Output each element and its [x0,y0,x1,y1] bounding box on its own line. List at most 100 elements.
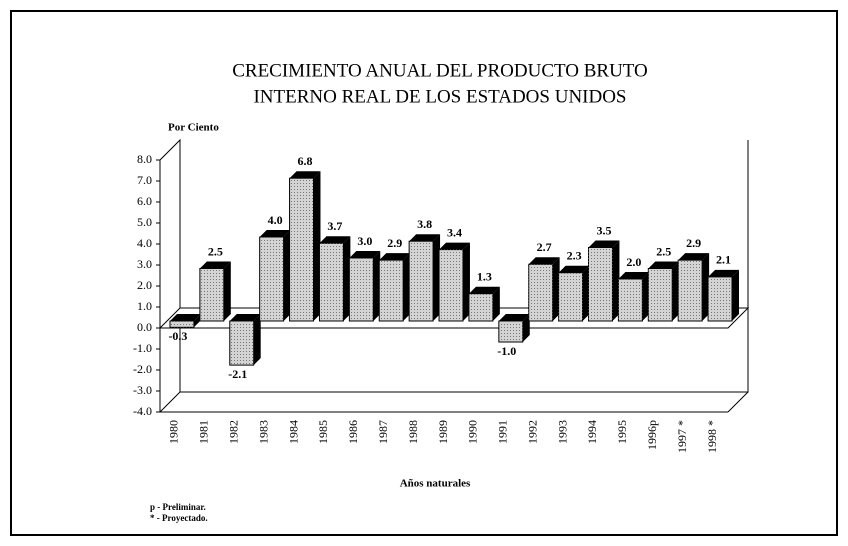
bar-top [708,269,740,277]
data-label: 3.0 [357,234,372,248]
bar [229,314,261,366]
x-axis-label: Años naturales [400,478,471,490]
x-tick-label: 1993 [555,420,569,444]
data-label: 2.9 [387,236,402,250]
data-label: 2.9 [686,236,701,250]
bar-texture [409,241,434,321]
x-tick-label: 1997 * [675,420,689,453]
x-tick-label: 1989 [436,420,450,444]
data-label: 6.8 [298,154,313,168]
y-tick-label: -3.0 [133,383,152,397]
data-label: 2.3 [567,248,582,262]
bar-top [558,265,590,273]
frame [10,10,838,536]
bar-side [462,242,470,321]
y-tick-label: 2.0 [137,278,152,292]
bar [498,314,530,343]
x-tick-label: 1985 [316,420,330,444]
bar-side [433,234,441,321]
bar-texture [169,321,194,328]
bar-texture [588,247,613,321]
bar-top [618,272,650,279]
bar [289,171,321,322]
bar-side [313,171,321,321]
x-tick-label: 1984 [286,420,300,444]
y-axis-label: Por Ciento [168,122,219,134]
y-tick-label: 7.0 [137,173,152,187]
y-tick-label: -4.0 [133,404,152,418]
bar-top [199,261,231,269]
bar-top [498,314,530,321]
data-label: 3.5 [596,223,611,237]
data-label: 1.3 [477,269,492,283]
data-label: -2.1 [228,367,247,381]
bar-top [588,240,620,248]
footnote: p - Preliminar. [150,502,206,512]
x-tick-label: 1995 [615,420,629,444]
floor-edge [727,391,749,413]
x-tick-label: 1983 [256,420,270,444]
bar [408,234,441,322]
bar-texture [379,260,404,321]
bar-side [642,272,650,321]
y-tick-label: 6.0 [137,194,152,208]
data-label: 2.1 [716,253,731,267]
bar-side [612,240,620,321]
data-label: 2.5 [208,244,223,258]
bar [677,253,710,322]
bar-texture [618,279,643,321]
bar [588,240,620,322]
y-tick-label: 1.0 [137,299,152,313]
bar-top [229,314,261,321]
x-tick-label: 1998 * [705,420,719,453]
data-label: -0.3 [168,329,187,343]
x-tick-label: 1992 [525,420,539,444]
y-tick-label: -2.0 [133,362,152,376]
bar-side [732,269,740,321]
y-tick-label: 5.0 [137,215,152,229]
x-tick-label: 1986 [346,420,360,444]
bar [199,261,231,322]
bar-side [403,253,411,321]
bar-top [319,236,351,244]
chart-title: CRECIMIENTO ANUAL DEL PRODUCTO BRUTO [232,60,648,81]
bar [707,269,740,322]
bar [378,253,411,322]
bar [259,230,291,322]
bar-top [349,251,381,258]
floor-edge [159,391,181,413]
bar-texture [259,237,284,321]
x-tick-label: 1981 [197,420,211,444]
bar-top [379,253,411,261]
bar-top [468,286,500,294]
y-tick-label: 8.0 [137,152,152,166]
bar-top [289,171,321,179]
data-label: -1.0 [497,344,516,358]
bar-texture [439,249,463,321]
x-tick-label: 1982 [226,420,240,444]
bar-texture [289,178,314,321]
x-tick-label: 1987 [376,420,390,444]
bar-side [582,265,590,321]
bar-side [223,261,231,321]
data-label: 2.5 [656,244,671,258]
x-tick-label: 1996p [645,420,659,450]
bar-texture [319,243,344,321]
bar-top [409,234,441,242]
bar [468,286,500,322]
bar [169,314,201,328]
bar-side [702,253,710,321]
bar-texture [708,276,733,321]
bar [438,242,470,322]
data-label: 3.4 [447,225,462,239]
y-tick-label: -1.0 [133,341,152,355]
bar-side [672,261,680,321]
y-tick-label: 0.0 [137,320,152,334]
x-tick-label: 1980 [167,420,181,444]
bar [318,236,351,322]
bar-side [283,230,291,321]
data-label: 3.8 [417,217,432,231]
bar-texture [498,321,523,342]
bar [558,265,590,322]
